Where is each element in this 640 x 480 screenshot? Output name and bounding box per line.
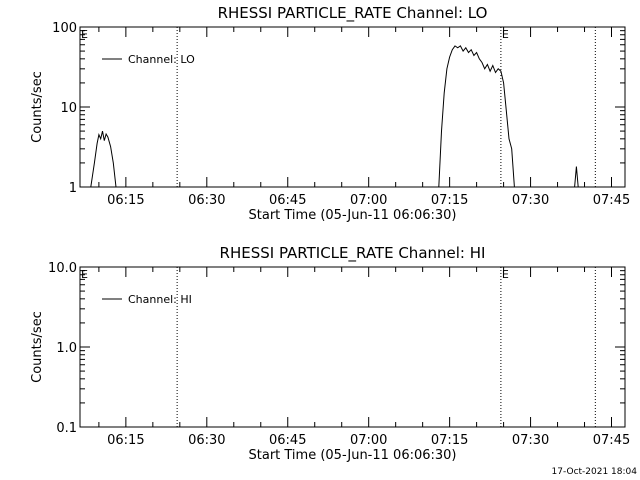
chart-title: RHESSI PARTICLE_RATE Channel: LO xyxy=(218,4,488,23)
x-tick-label: 06:45 xyxy=(269,433,306,448)
event-marker-label: E xyxy=(502,28,509,41)
y-tick-label: 100 xyxy=(52,21,77,36)
y-tick-label: 1 xyxy=(69,181,77,196)
event-marker-label: E xyxy=(81,28,88,41)
y-tick-label: 0.1 xyxy=(56,421,77,436)
event-marker-label: E xyxy=(502,268,509,281)
x-tick-label: 07:15 xyxy=(431,433,468,448)
series-line xyxy=(574,166,579,187)
y-tick-label: 10 xyxy=(60,101,77,116)
chart-title: RHESSI PARTICLE_RATE Channel: HI xyxy=(220,244,486,263)
x-tick-label: 07:45 xyxy=(593,193,630,208)
legend-label: Channel: LO xyxy=(128,53,195,66)
panel-channel-hi: RHESSI PARTICLE_RATE Channel: HI 06:15 06:… xyxy=(30,244,630,463)
x-tick-label: 06:15 xyxy=(107,193,144,208)
x-axis-label: Start Time (05-Jun-11 06:06:30) xyxy=(249,208,457,223)
y-tick-label: 10.0 xyxy=(48,261,77,276)
x-tick-label: 07:30 xyxy=(512,433,549,448)
x-tick-label: 07:15 xyxy=(431,193,468,208)
legend-label: Channel: HI xyxy=(128,293,192,306)
event-marker-label: E xyxy=(81,268,88,281)
x-tick-label: 06:15 xyxy=(107,433,144,448)
y-axis-label: Counts/sec xyxy=(30,311,45,383)
footer-timestamp: 17-Oct-2021 18:04 xyxy=(552,467,638,477)
x-tick-label: 07:00 xyxy=(350,433,387,448)
series-line xyxy=(438,45,515,187)
x-tick-label: 06:45 xyxy=(269,193,306,208)
panel-channel-lo: RHESSI PARTICLE_RATE Channel: LO 06:15 06:… xyxy=(30,4,630,223)
x-tick-label: 06:30 xyxy=(188,193,225,208)
x-tick-label: 07:45 xyxy=(593,433,630,448)
y-axis-label: Counts/sec xyxy=(30,71,45,143)
y-tick-label: 1.0 xyxy=(56,341,77,356)
x-tick-label: 06:30 xyxy=(188,433,225,448)
series-line xyxy=(90,130,117,187)
x-tick-label: 07:30 xyxy=(512,193,549,208)
x-axis-label: Start Time (05-Jun-11 06:06:30) xyxy=(249,448,457,463)
x-tick-label: 07:00 xyxy=(350,193,387,208)
